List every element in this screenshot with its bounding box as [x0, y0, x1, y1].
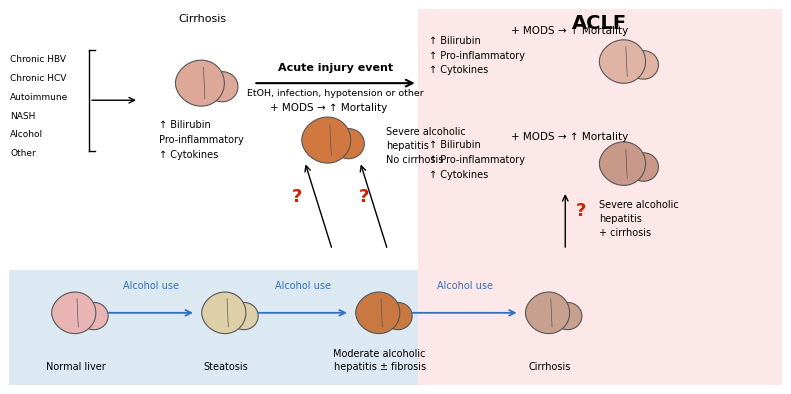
Text: + MODS → ↑ Mortality: + MODS → ↑ Mortality	[510, 132, 628, 142]
Polygon shape	[333, 128, 365, 159]
Polygon shape	[176, 60, 225, 106]
Polygon shape	[80, 303, 108, 330]
Text: Alcohol use: Alcohol use	[437, 281, 493, 291]
Polygon shape	[629, 153, 658, 181]
Polygon shape	[202, 292, 246, 334]
Polygon shape	[525, 292, 570, 334]
Polygon shape	[600, 142, 645, 185]
Polygon shape	[229, 303, 258, 330]
Text: Chronic HCV: Chronic HCV	[10, 74, 66, 83]
Text: Autoimmune: Autoimmune	[10, 93, 68, 102]
Text: Severe alcoholic
hepatitis
+ cirrhosis: Severe alcoholic hepatitis + cirrhosis	[600, 200, 679, 238]
Text: ?: ?	[576, 202, 586, 220]
Text: Moderate alcoholic
hepatitis ± fibrosis: Moderate alcoholic hepatitis ± fibrosis	[334, 349, 426, 372]
Polygon shape	[302, 117, 350, 163]
Text: ?: ?	[292, 188, 302, 206]
FancyBboxPatch shape	[9, 269, 766, 385]
FancyBboxPatch shape	[418, 9, 782, 385]
Text: EtOH, infection, hypotension or other: EtOH, infection, hypotension or other	[247, 89, 424, 98]
Polygon shape	[554, 303, 582, 330]
Text: ↑ Bilirubin
Pro-inflammatory
↑ Cytokines: ↑ Bilirubin Pro-inflammatory ↑ Cytokines	[159, 120, 244, 160]
Text: Alcohol use: Alcohol use	[274, 281, 331, 291]
Text: Severe alcoholic
hepatitis
No cirrhosis: Severe alcoholic hepatitis No cirrhosis	[386, 127, 466, 165]
Text: Steatosis: Steatosis	[203, 362, 248, 372]
Polygon shape	[356, 292, 399, 334]
Polygon shape	[384, 303, 412, 330]
Text: + MODS → ↑ Mortality: + MODS → ↑ Mortality	[270, 102, 387, 113]
Text: + MODS → ↑ Mortality: + MODS → ↑ Mortality	[510, 26, 628, 36]
Text: ↑ Bilirubin
↑ Pro-inflammatory
↑ Cytokines: ↑ Bilirubin ↑ Pro-inflammatory ↑ Cytokin…	[430, 36, 525, 76]
Polygon shape	[600, 40, 645, 83]
Text: Other: Other	[10, 149, 36, 158]
Text: Alcohol use: Alcohol use	[123, 281, 179, 291]
Text: Normal liver: Normal liver	[46, 362, 105, 372]
Text: ?: ?	[359, 188, 369, 206]
Text: Cirrhosis: Cirrhosis	[528, 362, 570, 372]
Text: ↑ Bilirubin
↑ Pro-inflammatory
↑ Cytokines: ↑ Bilirubin ↑ Pro-inflammatory ↑ Cytokin…	[430, 140, 525, 180]
Text: Acute injury event: Acute injury event	[278, 63, 393, 73]
Polygon shape	[629, 51, 658, 79]
Text: NASH: NASH	[10, 112, 36, 121]
Text: Cirrhosis: Cirrhosis	[178, 15, 226, 24]
Text: ACLF: ACLF	[572, 15, 626, 33]
Polygon shape	[206, 72, 238, 102]
Polygon shape	[51, 292, 96, 334]
Text: Alcohol: Alcohol	[10, 130, 44, 139]
Text: Chronic HBV: Chronic HBV	[10, 55, 66, 64]
